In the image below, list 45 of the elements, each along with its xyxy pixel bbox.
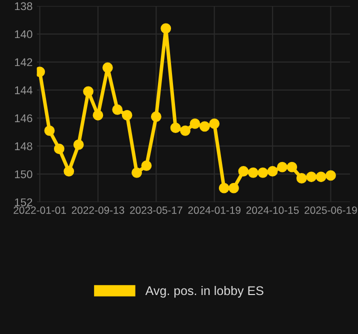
- point: [316, 172, 326, 182]
- y-tick-label: 150: [15, 170, 32, 178]
- y-tick-label: 146: [15, 114, 32, 122]
- point: [209, 118, 220, 129]
- legend-label: Avg. pos. in lobby ES: [145, 286, 264, 298]
- point: [199, 121, 210, 132]
- x-tick-label: 2023-05-17: [130, 206, 182, 214]
- y-tick-label: 142: [15, 58, 32, 66]
- point: [73, 139, 84, 150]
- point: [258, 167, 268, 178]
- point: [267, 166, 278, 176]
- point: [44, 125, 55, 136]
- y-tick-label: 140: [15, 30, 32, 38]
- point: [160, 23, 172, 34]
- point: [286, 162, 298, 172]
- point: [92, 110, 104, 120]
- point: [150, 111, 162, 122]
- point: [277, 162, 288, 172]
- point: [238, 166, 249, 176]
- point: [141, 160, 152, 171]
- point: [218, 182, 230, 194]
- y-tick-label: 144: [15, 86, 32, 94]
- point: [54, 144, 64, 154]
- point: [132, 167, 142, 178]
- point: [112, 104, 123, 115]
- point: [296, 173, 307, 184]
- point: [122, 110, 132, 120]
- point: [180, 125, 190, 136]
- point: [228, 182, 239, 194]
- x-tick-label: 2024-01-19: [188, 206, 240, 214]
- point: [190, 118, 200, 129]
- x-tick-label: 2025-06-19: [304, 206, 357, 214]
- point: [83, 86, 94, 97]
- x-tick-label: 2022-09-13: [72, 206, 124, 214]
- point: [170, 122, 181, 134]
- point: [64, 166, 74, 176]
- x-tick-label: 2024-10-15: [246, 206, 299, 214]
- y-tick-label: 152: [15, 198, 32, 206]
- x-tick-label: 2022-01-01: [14, 206, 66, 214]
- point: [102, 62, 113, 73]
- point: [248, 167, 258, 178]
- point: [306, 172, 317, 182]
- y-tick-label: 148: [15, 142, 32, 150]
- y-tick-label: 138: [15, 2, 32, 10]
- point: [326, 170, 336, 181]
